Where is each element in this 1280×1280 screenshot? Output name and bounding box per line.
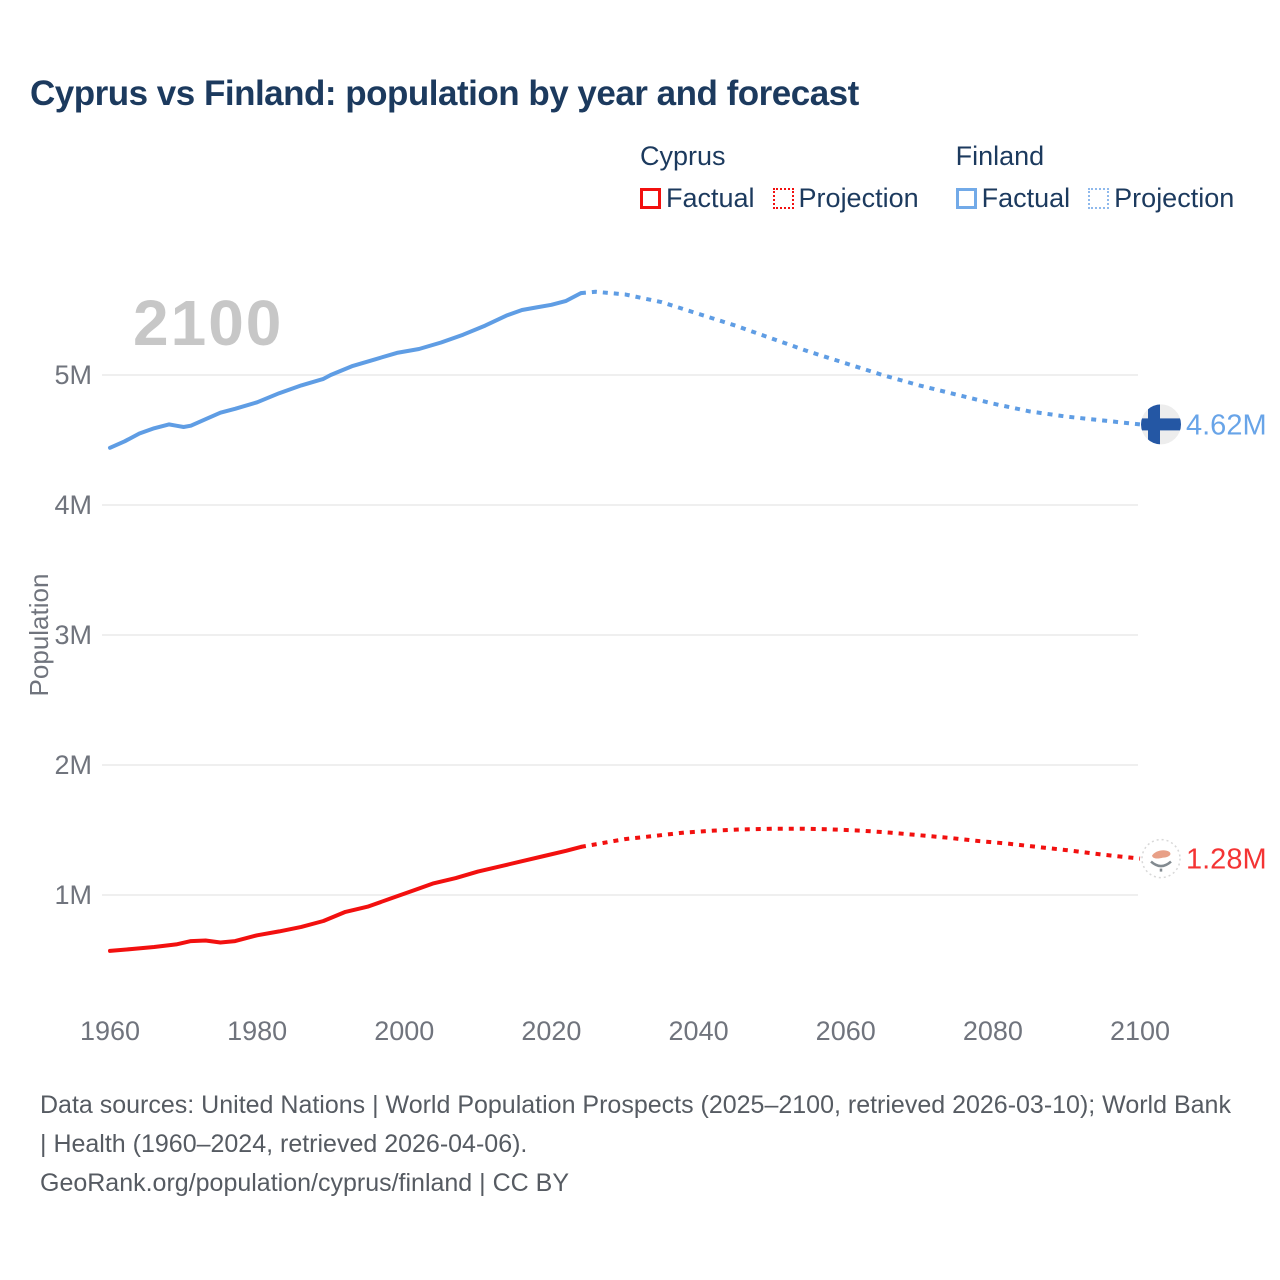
legend-group-title-cyprus: Cyprus bbox=[640, 141, 726, 171]
series-line-cyprus-projection bbox=[580, 826, 1141, 861]
series-line-finland-factual bbox=[108, 291, 583, 450]
cyprus-projection-swatch-icon bbox=[772, 188, 794, 209]
legend-item-finland-factual[interactable]: Factual bbox=[955, 183, 1071, 214]
x-axis-tick-label: 2100 bbox=[1110, 1016, 1170, 1046]
y-axis-tick-label: 2M bbox=[54, 750, 92, 780]
watermark-year: 2100 bbox=[133, 287, 283, 359]
legend-item-label: Projection bbox=[798, 183, 919, 213]
legend-item-label: Projection bbox=[1114, 183, 1235, 213]
legend-item-finland-projection[interactable]: Projection bbox=[1088, 183, 1234, 214]
legend-item-label: Factual bbox=[981, 183, 1071, 213]
chart-generated-content: 5M 4M 3M 2M 1M 1960 1980 2000 2020 2040 2060 2080 21… bbox=[54, 289, 1267, 1046]
legend-group-cyprus: Cyprus Factual Projection bbox=[640, 141, 919, 214]
end-value-label: 4.62M bbox=[1186, 409, 1267, 441]
series-line-finland-projection bbox=[580, 289, 1141, 427]
y-axis-tick-label: 3M bbox=[54, 620, 92, 650]
finland-factual-swatch-icon bbox=[955, 188, 977, 209]
y-axis-tick-label: 1M bbox=[54, 880, 92, 910]
end-value-label: 1.28M bbox=[1186, 844, 1267, 876]
y-axis-tick-label: 5M bbox=[54, 360, 92, 390]
x-axis-tick-label: 2020 bbox=[521, 1016, 581, 1046]
y-axis-title: Population bbox=[24, 574, 54, 697]
cyprus-flag-icon bbox=[1141, 838, 1181, 879]
legend-item-cyprus-factual[interactable]: Factual bbox=[640, 183, 755, 214]
page-title: Cyprus vs Finland: population by year an… bbox=[30, 74, 859, 113]
y-axis-tick-label: 4M bbox=[54, 490, 92, 520]
x-axis-tick-label: 2040 bbox=[669, 1016, 729, 1046]
legend-item-label: Factual bbox=[666, 183, 755, 213]
x-axis-tick-label: 2000 bbox=[374, 1016, 434, 1046]
legend-group-finland: Finland Factual Projection bbox=[955, 141, 1234, 214]
finland-projection-swatch-icon bbox=[1088, 188, 1110, 209]
x-axis-tick-label: 1980 bbox=[227, 1016, 287, 1046]
legend-group-title-finland: Finland bbox=[955, 141, 1045, 171]
legend: Cyprus Factual Projection Finland Factua… bbox=[640, 141, 1234, 214]
data-sources-text: Data sources: United Nations | World Pop… bbox=[40, 1091, 1231, 1158]
series-line-cyprus-factual bbox=[108, 844, 583, 953]
x-axis-tick-label: 2060 bbox=[816, 1016, 876, 1046]
attribution-link[interactable]: GeoRank.org/population/cyprus/finland | … bbox=[40, 1169, 570, 1197]
x-axis-tick-label: 1960 bbox=[80, 1016, 140, 1046]
legend-item-cyprus-projection[interactable]: Projection bbox=[772, 183, 919, 214]
footer: Data sources: United Nations | World Pop… bbox=[40, 1086, 1236, 1203]
cyprus-factual-swatch-icon bbox=[640, 188, 661, 209]
finland-flag-icon bbox=[1141, 404, 1181, 445]
x-axis-tick-label: 2080 bbox=[963, 1016, 1023, 1046]
